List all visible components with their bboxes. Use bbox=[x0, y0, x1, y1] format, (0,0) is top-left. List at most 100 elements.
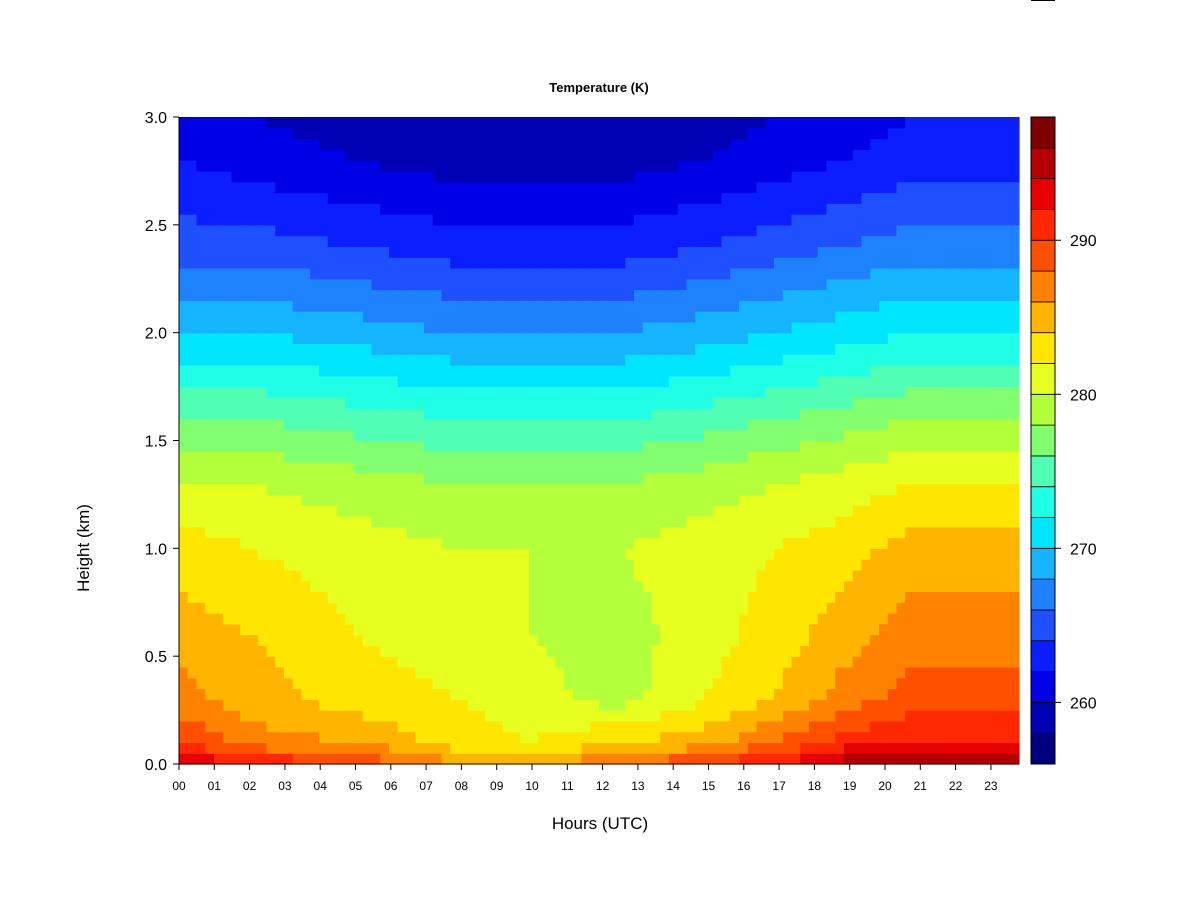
heatmap-cell bbox=[870, 483, 880, 496]
heatmap-cell bbox=[826, 224, 836, 237]
heatmap-cell bbox=[817, 365, 828, 377]
heatmap-cell bbox=[415, 429, 425, 442]
heatmap-cell bbox=[809, 224, 819, 237]
heatmap-cell bbox=[782, 246, 793, 258]
heatmap-cell bbox=[529, 246, 539, 258]
heatmap-cell bbox=[196, 192, 206, 204]
heatmap-cell bbox=[476, 246, 486, 258]
heatmap-cell bbox=[564, 418, 574, 431]
heatmap-cell bbox=[765, 332, 775, 345]
heatmap-cell bbox=[817, 160, 828, 172]
heatmap-cell bbox=[389, 472, 399, 485]
heatmap-cell bbox=[327, 375, 338, 388]
heatmap-cell bbox=[441, 365, 451, 377]
heatmap-cell bbox=[712, 440, 723, 452]
heatmap-cell bbox=[607, 267, 618, 280]
heatmap-cell bbox=[607, 160, 618, 172]
heatmap-cell bbox=[686, 656, 696, 668]
heatmap-cell bbox=[879, 645, 889, 657]
heatmap-cell bbox=[441, 224, 451, 237]
heatmap-cell bbox=[266, 418, 276, 431]
heatmap-cell bbox=[677, 548, 688, 560]
heatmap-cell bbox=[651, 688, 661, 700]
heatmap-cell bbox=[791, 742, 801, 754]
heatmap-cell bbox=[730, 138, 740, 150]
heatmap-cell bbox=[625, 375, 635, 388]
heatmap-cell bbox=[852, 677, 863, 690]
heatmap-cell bbox=[896, 170, 906, 183]
heatmap-cell bbox=[651, 677, 661, 690]
heatmap-cell bbox=[467, 699, 478, 711]
heatmap-cell bbox=[774, 623, 784, 636]
heatmap-cell bbox=[721, 429, 731, 442]
heatmap-cell bbox=[879, 386, 889, 398]
heatmap-cell bbox=[214, 688, 224, 700]
heatmap-cell bbox=[257, 224, 268, 237]
heatmap-cell bbox=[292, 483, 303, 496]
heatmap-cell bbox=[301, 332, 311, 345]
heatmap-cell bbox=[756, 440, 766, 452]
heatmap-cell bbox=[870, 429, 880, 442]
heatmap-cell bbox=[537, 710, 548, 722]
heatmap-cell bbox=[415, 677, 425, 690]
heatmap-cell bbox=[520, 397, 530, 409]
heatmap-cell bbox=[310, 613, 320, 625]
heatmap-cell bbox=[336, 699, 346, 711]
heatmap-cell bbox=[581, 645, 591, 657]
heatmap-cell bbox=[852, 343, 863, 355]
heatmap-cell bbox=[695, 731, 705, 744]
heatmap-cell bbox=[879, 580, 889, 593]
heatmap-cell bbox=[406, 170, 416, 183]
heatmap-cell bbox=[494, 656, 504, 668]
heatmap-cell bbox=[205, 203, 215, 215]
heatmap-cell bbox=[301, 418, 311, 431]
heatmap-cell bbox=[494, 677, 504, 690]
heatmap-cell bbox=[651, 343, 661, 355]
heatmap-cell bbox=[485, 569, 495, 582]
heatmap-cell bbox=[327, 181, 338, 194]
heatmap-cell bbox=[887, 365, 898, 377]
heatmap-cell bbox=[380, 203, 390, 215]
heatmap-cell bbox=[660, 332, 670, 345]
heatmap-cell bbox=[861, 580, 871, 593]
heatmap-cell bbox=[712, 311, 723, 323]
heatmap-cell bbox=[327, 149, 338, 161]
heatmap-cell bbox=[835, 321, 845, 334]
heatmap-cell bbox=[222, 742, 233, 754]
heatmap-cell bbox=[870, 203, 880, 215]
heatmap-cell bbox=[266, 278, 276, 291]
heatmap-cell bbox=[844, 526, 854, 539]
heatmap-cell bbox=[467, 645, 478, 657]
heatmap-cell bbox=[774, 688, 784, 700]
heatmap-cell bbox=[817, 634, 828, 646]
heatmap-cell bbox=[669, 699, 679, 711]
heatmap-cell bbox=[187, 580, 198, 593]
heatmap-cell bbox=[800, 418, 810, 431]
heatmap-cell bbox=[319, 591, 329, 603]
heatmap-cell bbox=[406, 494, 416, 506]
heatmap-cell bbox=[389, 224, 399, 237]
heatmap-cell bbox=[459, 235, 469, 247]
heatmap-cell bbox=[686, 429, 696, 442]
heatmap-cell bbox=[590, 397, 600, 409]
heatmap-cell bbox=[826, 602, 836, 614]
heatmap-cell bbox=[249, 440, 259, 452]
heatmap-cell bbox=[485, 753, 495, 765]
heatmap-cell bbox=[275, 160, 285, 172]
heatmap-cell bbox=[467, 613, 478, 625]
heatmap-cell bbox=[389, 602, 399, 614]
heatmap-cell bbox=[730, 289, 740, 301]
heatmap-cell bbox=[870, 613, 880, 625]
heatmap-cell bbox=[564, 170, 574, 183]
heatmap-cell bbox=[739, 634, 749, 646]
heatmap-cell bbox=[537, 462, 548, 474]
heatmap-cell bbox=[581, 462, 591, 474]
heatmap-cell bbox=[441, 246, 451, 258]
heatmap-cell bbox=[310, 332, 320, 345]
heatmap-cell bbox=[222, 418, 233, 431]
heatmap-cell bbox=[765, 192, 775, 204]
heatmap-cell bbox=[817, 537, 828, 549]
heatmap-cell bbox=[327, 462, 338, 474]
heatmap-cell bbox=[660, 397, 670, 409]
heatmap-cell bbox=[572, 451, 583, 463]
